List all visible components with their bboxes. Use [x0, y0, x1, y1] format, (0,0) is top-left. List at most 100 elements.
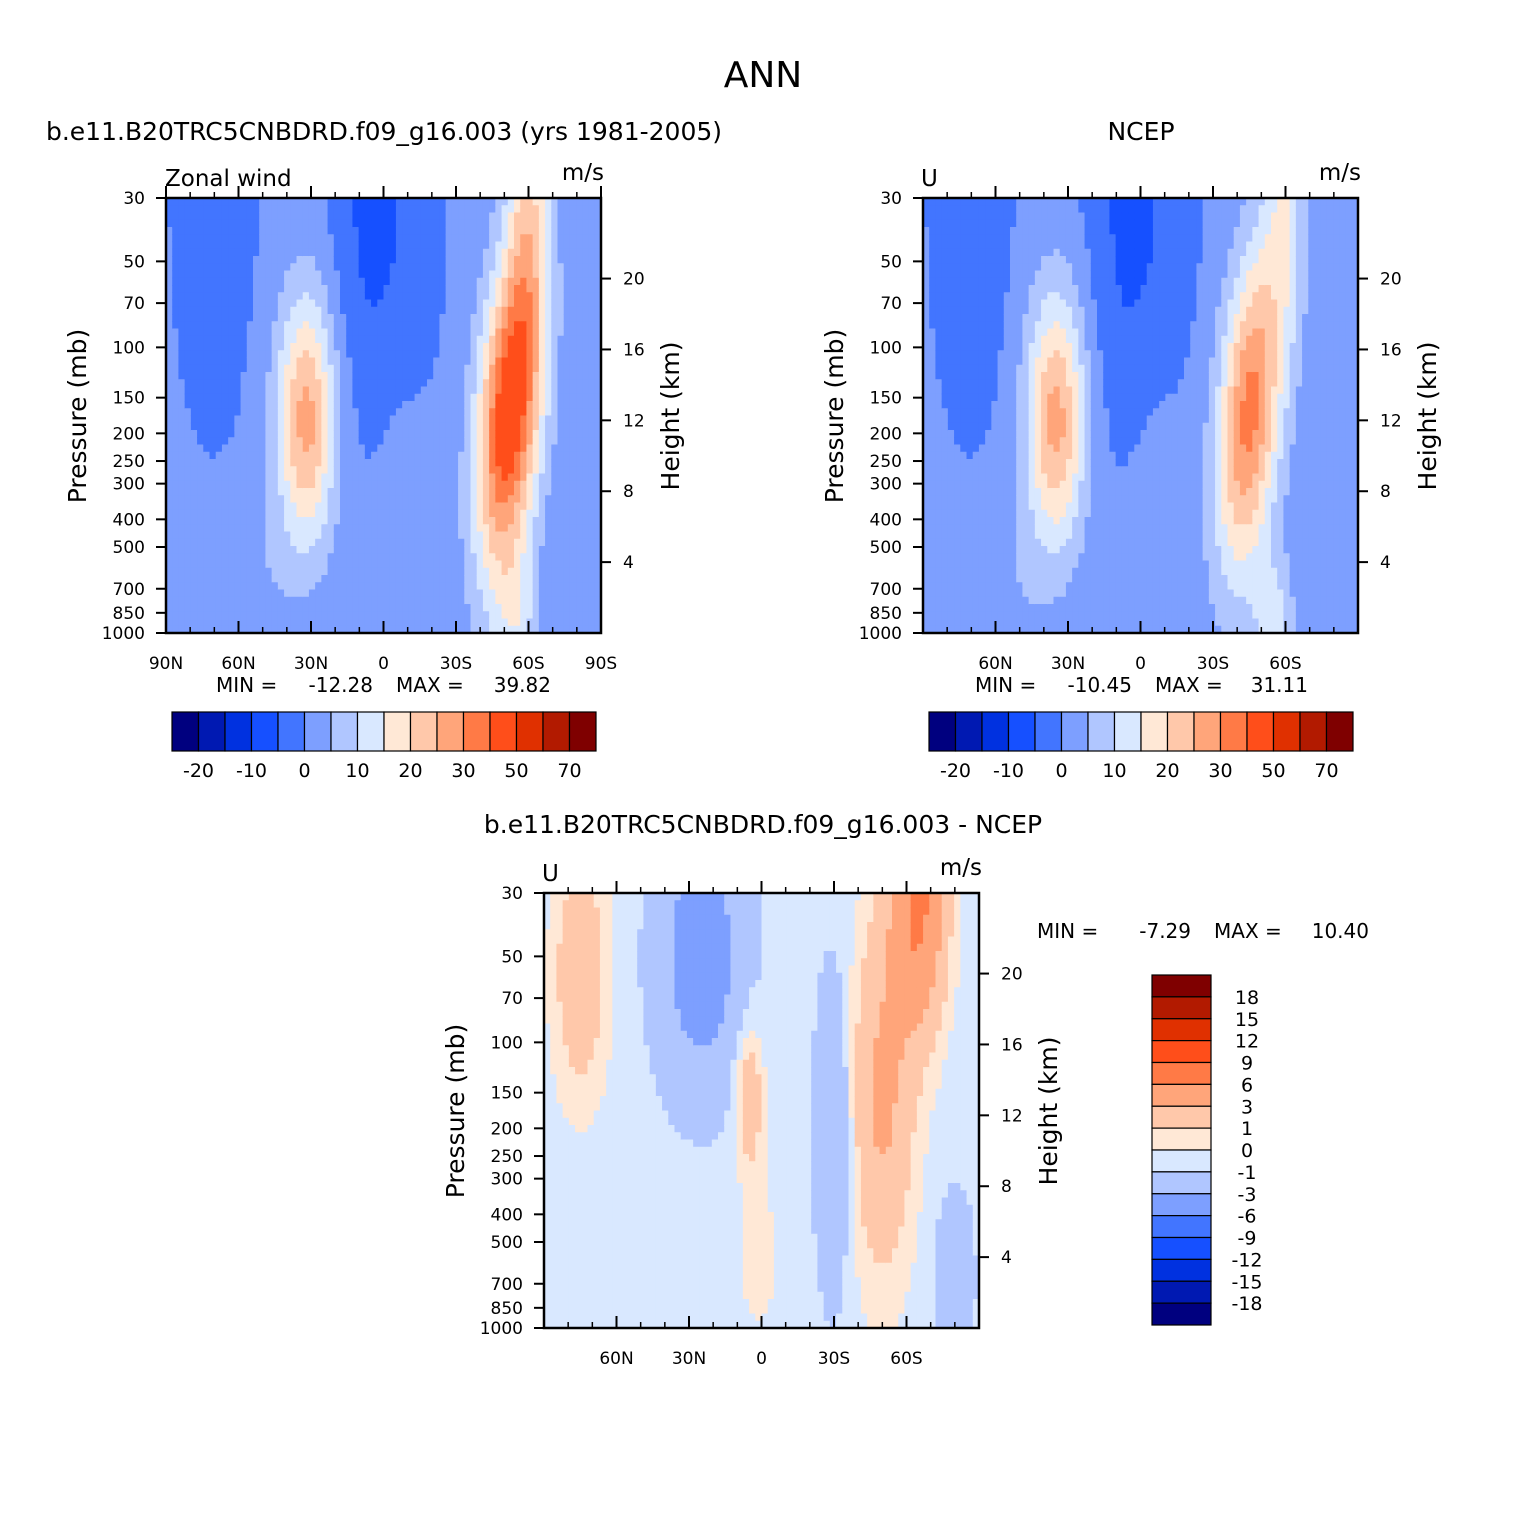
- contour-cell: [569, 364, 577, 373]
- contour-cell: [985, 480, 992, 489]
- contour-cell: [402, 306, 409, 315]
- contour-cell: [451, 277, 459, 286]
- contour-cell: [315, 379, 322, 388]
- contour-cell: [489, 306, 496, 315]
- contour-cell: [172, 321, 180, 330]
- contour-cell: [234, 589, 242, 598]
- contour-cell: [433, 263, 441, 272]
- contour-cell: [178, 531, 186, 540]
- contour-cell: [364, 379, 372, 388]
- contour-cell: [501, 473, 509, 482]
- contour-cell: [966, 575, 974, 583]
- contour-cell: [340, 335, 347, 344]
- contour-cell: [240, 480, 248, 489]
- contour-cell: [954, 459, 961, 467]
- contour-cell: [414, 509, 422, 518]
- contour-cell: [507, 292, 515, 301]
- contour-cell: [178, 248, 186, 257]
- contour-cell: [371, 473, 378, 482]
- contour-cell: [420, 270, 428, 279]
- contour-cell: [377, 379, 385, 388]
- contour-cell: [433, 604, 441, 612]
- contour-cell: [340, 437, 347, 446]
- contour-cell: [941, 328, 949, 337]
- contour-cell: [271, 343, 279, 351]
- contour-cell: [526, 241, 534, 250]
- contour-cell: [439, 299, 447, 308]
- contour-cell: [557, 292, 565, 301]
- contour-cell: [302, 379, 310, 388]
- contour-cell: [545, 372, 552, 380]
- contour-cell: [166, 509, 173, 518]
- contour-cell: [582, 205, 590, 214]
- contour-cell: [489, 198, 496, 206]
- contour-cell: [234, 408, 242, 417]
- contour-cell: [221, 538, 229, 547]
- contour-cell: [327, 241, 335, 250]
- contour-cell: [526, 343, 534, 351]
- contour-cell: [259, 589, 267, 598]
- contour-cell: [532, 292, 540, 301]
- contour-cell: [253, 473, 260, 482]
- contour-cell: [333, 531, 341, 540]
- contour-cell: [576, 473, 583, 482]
- contour-cell: [371, 618, 378, 627]
- contour-cell: [190, 560, 198, 569]
- contour-cell: [302, 372, 310, 380]
- model-panel-title: b.e11.B20TRC5CNBDRD.f09_g16.003 (yrs 198…: [46, 117, 722, 146]
- contour-cell: [346, 263, 354, 272]
- contour-cell: [588, 422, 596, 431]
- contour-cell: [433, 408, 441, 417]
- contour-cell: [978, 517, 986, 525]
- contour-cell: [383, 589, 391, 598]
- contour-cell: [221, 198, 229, 206]
- contour-cell: [371, 604, 378, 612]
- contour-cell: [569, 480, 577, 489]
- contour-cell: [246, 285, 254, 293]
- contour-cell: [458, 582, 465, 591]
- contour-cell: [935, 299, 943, 308]
- contour-cell: [495, 285, 503, 293]
- contour-cell: [184, 473, 192, 482]
- contour-cell: [246, 256, 254, 264]
- contour-cell: [296, 256, 304, 264]
- contour-cell: [296, 212, 304, 221]
- contour-cell: [991, 270, 999, 279]
- contour-cell: [315, 415, 322, 424]
- contour-cell: [954, 343, 961, 351]
- contour-cell: [520, 205, 528, 214]
- contour-cell: [507, 408, 515, 417]
- contour-cell: [383, 386, 391, 395]
- contour-cell: [507, 575, 515, 583]
- contour-cell: [284, 270, 291, 279]
- contour-cell: [972, 560, 980, 569]
- contour-cell: [439, 401, 447, 409]
- contour-cell: [402, 611, 409, 620]
- contour-cell: [290, 495, 298, 504]
- colorbar-swatch: [462, 711, 491, 752]
- contour-cell: [458, 553, 465, 562]
- contour-cell: [203, 575, 211, 583]
- contour-cell: [166, 466, 173, 475]
- contour-cell: [935, 234, 943, 243]
- contour-cell: [352, 531, 360, 540]
- contour-cell: [538, 328, 546, 337]
- contour-cell: [954, 430, 961, 438]
- contour-cell: [259, 401, 267, 409]
- contour-cell: [352, 270, 360, 279]
- contour-cell: [178, 502, 186, 511]
- contour-cell: [935, 604, 943, 612]
- contour-cell: [501, 582, 509, 591]
- contour-cell: [972, 459, 980, 467]
- contour-cell: [507, 350, 515, 359]
- contour-cell: [495, 343, 503, 351]
- contour-cell: [215, 430, 223, 438]
- contour-cell: [377, 480, 385, 489]
- contour-cell: [383, 234, 391, 243]
- contour-cell: [414, 350, 422, 359]
- contour-cell: [277, 408, 285, 417]
- contour-cell: [221, 618, 229, 627]
- contour-cell: [377, 495, 385, 504]
- contour-cell: [985, 263, 992, 272]
- contour-cell: [414, 219, 422, 228]
